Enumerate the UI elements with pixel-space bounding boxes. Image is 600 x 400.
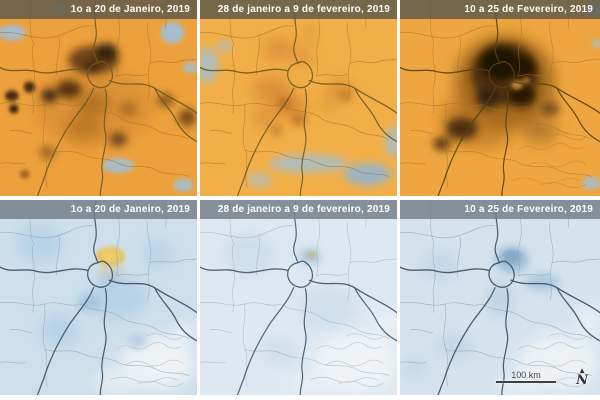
panel-date-label: 10 a 25 de Fevereiro, 2019 [400,0,600,19]
map-panel-bottom-3: 10 a 25 de Fevereiro, 2019 100 km ▲ N [400,200,600,395]
map-image [400,0,600,196]
map-scale-bar: 100 km [496,370,556,383]
map-image [200,0,397,196]
panel-date-label: 28 de janeiro a 9 de fevereiro, 2019 [200,0,397,19]
map-image [400,200,600,395]
north-arrow: ▲ N [576,366,588,388]
north-arrow-label: N [576,373,588,388]
panel-date-label: 28 de janeiro a 9 de fevereiro, 2019 [200,200,397,219]
map-image [0,0,197,196]
map-image [0,200,197,395]
map-panel-bottom-1: 1o a 20 de Janeiro, 2019 [0,200,197,395]
scale-bar-line [496,381,556,383]
panel-date-label: 1o a 20 de Janeiro, 2019 [0,0,197,19]
panel-date-label: 10 a 25 de Fevereiro, 2019 [400,200,600,219]
map-panel-top-2: 28 de janeiro a 9 de fevereiro, 2019 [200,0,397,196]
map-panel-top-1: 1o a 20 de Janeiro, 2019 [0,0,197,196]
panel-date-label: 1o a 20 de Janeiro, 2019 [0,200,197,219]
map-image [200,200,397,395]
map-panel-bottom-2: 28 de janeiro a 9 de fevereiro, 2019 [200,200,397,395]
north-arrow-icon: ▲ [578,366,587,375]
map-panel-top-3: 10 a 25 de Fevereiro, 2019 [400,0,600,196]
scale-bar-label: 100 km [511,370,541,380]
